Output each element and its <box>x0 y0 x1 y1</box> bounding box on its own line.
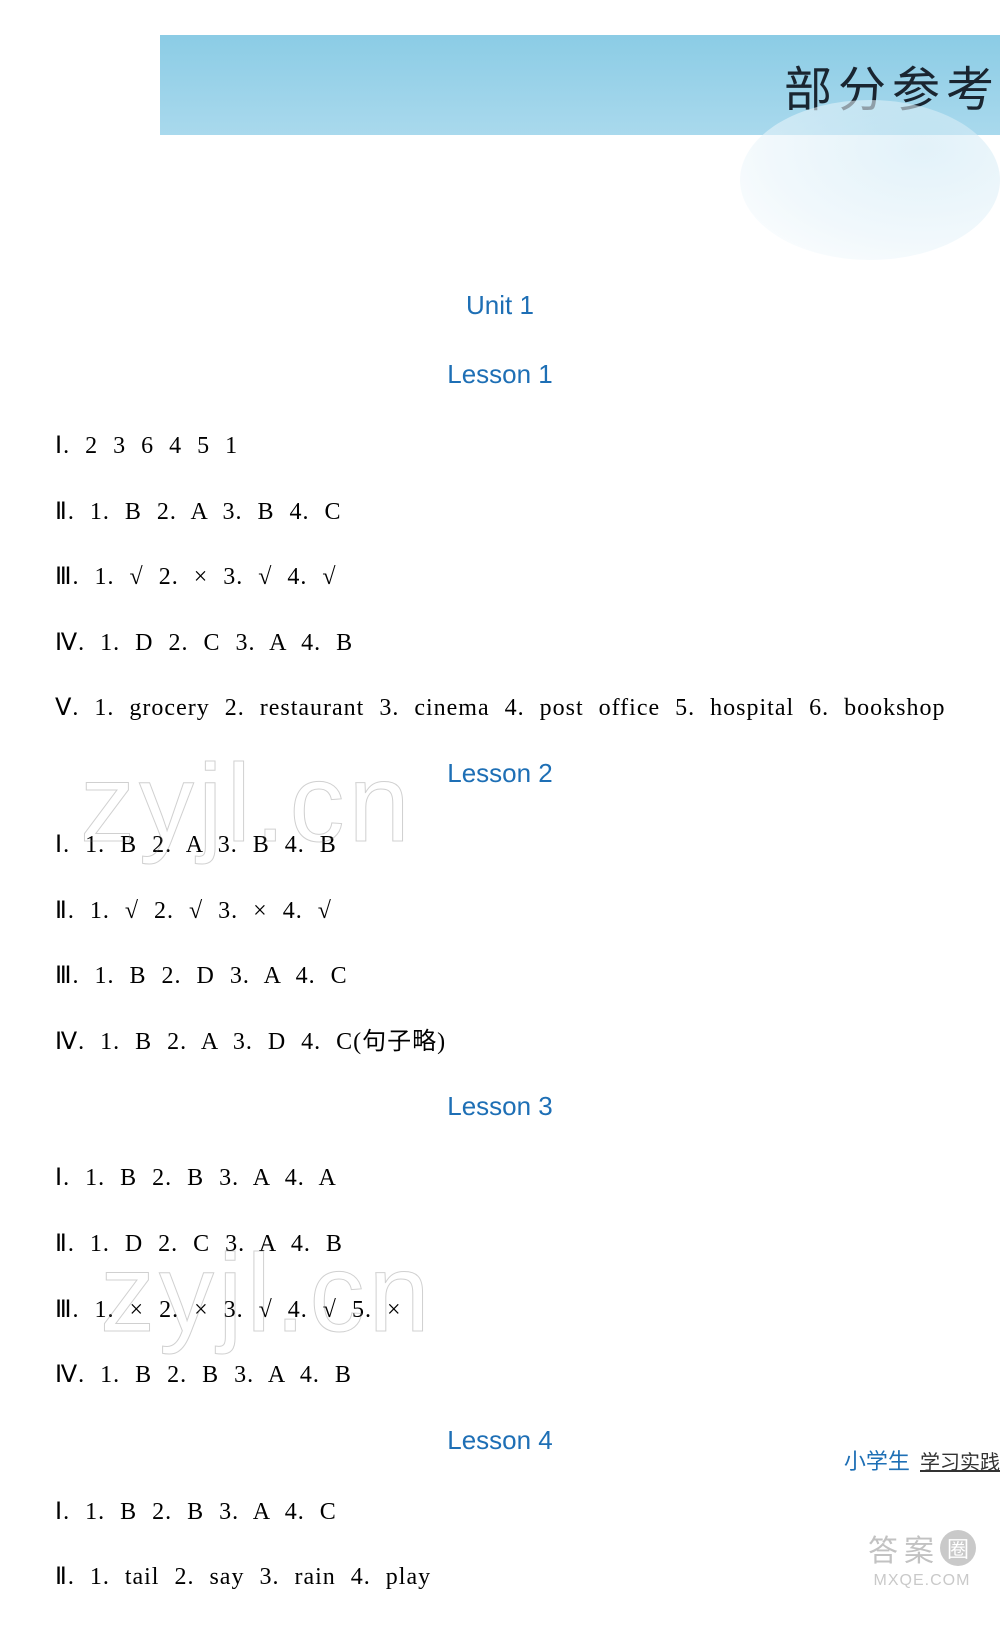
stamp-badge: 答 案 圈 MXQE.COM <box>852 1522 992 1594</box>
lesson-3-line-4: Ⅳ. 1. B 2. B 3. A 4. B <box>55 1359 1000 1393</box>
lesson-1-line-4: Ⅳ. 1. D 2. C 3. A 4. B <box>55 627 1000 661</box>
stamp-url: MXQE.COM <box>874 1572 971 1590</box>
lesson-2-line-2: Ⅱ. 1. √ 2. √ 3. × 4. √ <box>55 895 1000 929</box>
footer-brand-text: 小学生 <box>844 1449 910 1474</box>
lesson-1-heading: Lesson 1 <box>0 359 1000 390</box>
lesson-1-line-3: Ⅲ. 1. √ 2. × 3. √ 4. √ <box>55 561 1000 595</box>
lesson-1-line-5: Ⅴ. 1. grocery 2. restaurant 3. cinema 4.… <box>55 692 1000 726</box>
footer-brand: 小学生 学习实践 <box>844 1444 1000 1476</box>
stamp-char-1: 答 <box>868 1526 898 1570</box>
stamp-char-2: 案 <box>904 1526 934 1570</box>
content-area: Unit 1 Lesson 1 Ⅰ. 2 3 6 4 5 1 Ⅱ. 1. B 2… <box>55 290 1000 1627</box>
lesson-2-line-4: Ⅳ. 1. B 2. A 3. D 4. C(句子略) <box>55 1026 1000 1060</box>
lesson-1-line-2: Ⅱ. 1. B 2. A 3. B 4. C <box>55 496 1000 530</box>
lesson-2-line-1: Ⅰ. 1. B 2. A 3. B 4. B <box>55 829 1000 863</box>
lesson-3-line-1: Ⅰ. 1. B 2. B 3. A 4. A <box>55 1162 1000 1196</box>
header-decorative-circle <box>740 100 1000 260</box>
lesson-2-line-3: Ⅲ. 1. B 2. D 3. A 4. C <box>55 960 1000 994</box>
stamp-circle: 圈 <box>940 1530 976 1566</box>
unit-heading: Unit 1 <box>0 290 1000 321</box>
lesson-3-heading: Lesson 3 <box>0 1091 1000 1122</box>
stamp-top-row: 答 案 圈 <box>868 1526 976 1570</box>
lesson-3-line-2: Ⅱ. 1. D 2. C 3. A 4. B <box>55 1228 1000 1262</box>
lesson-2-heading: Lesson 2 <box>0 758 1000 789</box>
lesson-3-line-3: Ⅲ. 1. × 2. × 3. √ 4. √ 5. × <box>55 1294 1000 1328</box>
lesson-1-line-1: Ⅰ. 2 3 6 4 5 1 <box>55 430 1000 464</box>
footer-sub-text: 学习实践 <box>920 1452 1000 1474</box>
